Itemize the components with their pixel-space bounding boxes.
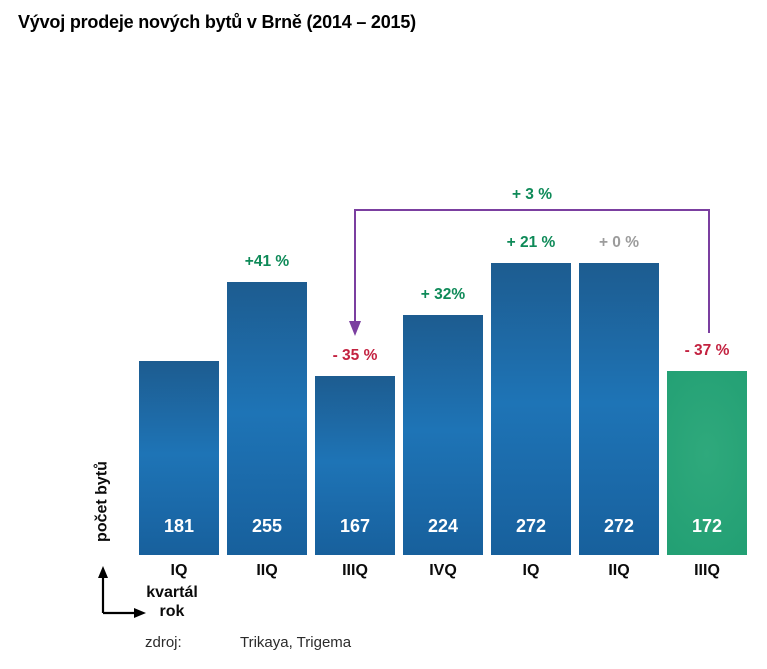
- x-tick-label: IIIQ: [342, 562, 368, 579]
- bar-pct-change-label: - 37 %: [684, 342, 730, 359]
- bar-value-label: 224: [427, 516, 459, 536]
- x-tick-label: IQ: [522, 562, 540, 579]
- bar: 272: [491, 263, 571, 555]
- x-tick-label: IIQ: [608, 562, 630, 579]
- bar-value-label: 272: [515, 516, 547, 536]
- bar: 272: [579, 263, 659, 555]
- arrowhead-down-icon: [349, 321, 361, 336]
- bar-value-label: 255: [251, 516, 283, 536]
- bar-value-label: 167: [339, 516, 371, 536]
- bar-value-label: 181: [163, 516, 195, 536]
- y-axis-label: počet bytů: [93, 461, 111, 542]
- bar: 172: [667, 371, 747, 555]
- source-value: Trikaya, Trigema: [240, 634, 352, 651]
- bar-pct-change-label: + 0 %: [598, 234, 640, 251]
- x-tick-label: IVQ: [429, 562, 457, 579]
- x-tick-label: IQ: [170, 562, 188, 579]
- bar: 167: [315, 376, 395, 555]
- bar: 255: [227, 282, 307, 555]
- axes-arrows-icon: [98, 566, 146, 618]
- bar: 224: [403, 315, 483, 555]
- bar: 181: [139, 361, 219, 555]
- bar-pct-change-label: + 32%: [420, 286, 466, 303]
- yoy-change-label: + 3 %: [511, 186, 553, 203]
- bar-pct-change-label: - 35 %: [332, 347, 378, 364]
- x-axis-label-line1: kvartál: [146, 584, 198, 601]
- chart-title: Vývoj prodeje nových bytů v Brně (2014 –…: [18, 12, 416, 32]
- source-label: zdroj:: [145, 634, 182, 651]
- bar-pct-change-label: + 21 %: [506, 234, 556, 251]
- x-tick-label: IIQ: [256, 562, 278, 579]
- x-axis-label-line2: rok: [159, 603, 185, 620]
- bar-value-label: 272: [603, 516, 635, 536]
- bar-pct-change-label: +41 %: [244, 253, 290, 270]
- bar-value-label: 172: [691, 516, 723, 536]
- x-tick-label: IIIQ: [694, 562, 720, 579]
- x-axis-label: kvartál rok: [140, 583, 204, 621]
